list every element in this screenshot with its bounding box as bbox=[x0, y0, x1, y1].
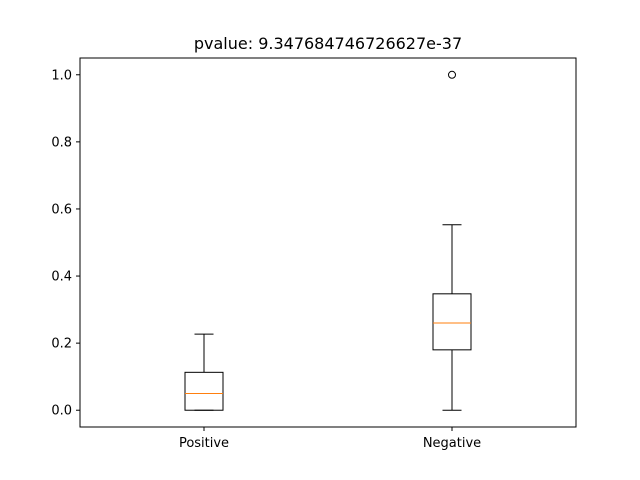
y-axis: 0.0 0.2 0.4 0.6 0.8 1.0 bbox=[51, 68, 80, 419]
y-tick-label: 0.8 bbox=[51, 135, 72, 150]
x-tick-label: Positive bbox=[179, 436, 229, 451]
x-tick-label: Negative bbox=[423, 436, 481, 451]
chart-title: pvalue: 9.347684746726627e-37 bbox=[194, 34, 462, 53]
y-tick-label: 0.4 bbox=[51, 270, 72, 285]
iqr-box bbox=[184, 371, 224, 411]
y-tick-label: 0.6 bbox=[51, 202, 72, 217]
plot-area-frame bbox=[79, 57, 577, 428]
box-positive bbox=[184, 333, 224, 411]
iqr-box bbox=[432, 293, 472, 351]
y-tick-label: 0.0 bbox=[51, 404, 72, 419]
box-series bbox=[184, 70, 472, 411]
box-negative bbox=[432, 70, 472, 411]
outlier-point bbox=[448, 70, 456, 79]
y-tick-label: 0.2 bbox=[51, 337, 72, 352]
y-tick-label: 1.0 bbox=[51, 68, 72, 83]
x-axis: Positive Negative bbox=[179, 427, 481, 451]
